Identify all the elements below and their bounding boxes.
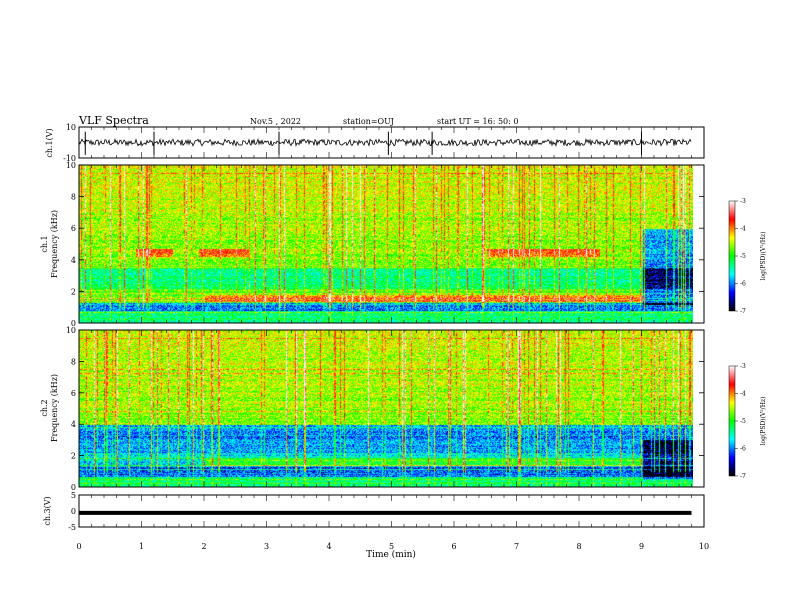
- ch3-ytick-top: 5: [71, 491, 76, 500]
- xtick-label: 3: [264, 542, 269, 551]
- ch2-colorbar-ticks: -3 -4 -5 -6 -7: [735, 363, 746, 480]
- ch1-waveform-line: [78, 137, 692, 148]
- time-axis-label: Time (min): [366, 549, 416, 560]
- ytick-label: 0: [71, 483, 76, 492]
- ch1-spectrogram-yticks: 0 2 4 6 8 10: [66, 161, 704, 328]
- ch1-ytick-bottom: -10: [63, 154, 76, 163]
- date-label: Nov.5 , 2022: [250, 117, 301, 126]
- xtick-label: 9: [639, 542, 644, 551]
- colorbar-tick-label: -4: [740, 226, 746, 233]
- ch1-waveform-ylabel: ch.1(V): [45, 128, 54, 157]
- ch2-spectrogram-heatmap: [79, 330, 693, 487]
- ch2-colorbar-label: log(PSD)(V²/Hz): [760, 397, 767, 446]
- ch1-frequency-label: Frequency (kHz): [50, 210, 59, 278]
- ch2-spectrogram-yticks: 0 2 4 6 8 10: [66, 326, 704, 492]
- xtick-label: 8: [576, 542, 581, 551]
- xtick-label: 2: [201, 542, 206, 551]
- xtick-label: 7: [514, 542, 519, 551]
- ch1-colorbar-ticks: -3 -4 -5 -6 -7: [735, 198, 746, 315]
- colorbar-tick-label: -7: [740, 473, 746, 480]
- station-label: station=OUJ: [343, 117, 394, 126]
- colorbar-tick-label: -5: [740, 253, 746, 260]
- ch1-colorbar-label: log(PSD)(V²/Hz): [760, 232, 767, 281]
- ch1-waveform-panel: 10 -10 ch.1(V): [45, 123, 705, 163]
- figure-title: VLF Spectra: [78, 114, 149, 127]
- xtick-label: 4: [326, 542, 331, 551]
- ch1-spectrogram-heatmap: [79, 165, 693, 323]
- xtick-label: 0: [76, 542, 81, 551]
- time-axis-ticks: 0 1 2 3 4 5 6 7 8 9 10: [76, 127, 709, 551]
- ch1-ytick-top: 10: [66, 123, 76, 132]
- colorbar-tick-label: -4: [740, 391, 746, 398]
- ch1-spectrogram-ylabel: ch.1: [40, 235, 49, 252]
- ch3-waveform-ylabel: ch.3(V): [43, 496, 52, 525]
- xtick-label: 6: [451, 542, 456, 551]
- ch3-waveform-panel: 5 0 -5 ch.3(V): [43, 491, 705, 532]
- start-ut-label: start UT = 16: 50: 0: [437, 117, 518, 126]
- ch2-spectrogram-ylabel: ch.2: [40, 399, 49, 416]
- ytick-label: 0: [71, 319, 76, 328]
- xtick-label: 1: [139, 542, 144, 551]
- ytick-label: 8: [71, 357, 76, 366]
- ch2-frequency-label: Frequency (kHz): [50, 374, 59, 442]
- colorbar-tick-label: -6: [740, 446, 746, 453]
- xtick-label: 10: [699, 542, 709, 551]
- ytick-label: 2: [71, 452, 76, 461]
- ch1-spikes: [84, 131, 642, 155]
- colorbar-tick-label: -6: [740, 281, 746, 288]
- ch3-ytick-middle: 0: [71, 507, 76, 516]
- ytick-label: 4: [71, 420, 76, 429]
- ytick-label: 8: [71, 193, 76, 202]
- ytick-label: 10: [66, 161, 76, 170]
- colorbar-tick-label: -3: [740, 198, 746, 205]
- colorbar-tick-label: -5: [740, 418, 746, 425]
- ytick-label: 6: [71, 389, 76, 398]
- ytick-label: 4: [71, 256, 76, 265]
- ch3-ytick-bottom: -5: [68, 523, 76, 532]
- ytick-label: 2: [71, 287, 76, 296]
- ch1-colorbar: [728, 200, 736, 312]
- xtick-label: 5: [389, 542, 394, 551]
- ch2-colorbar: [728, 365, 736, 477]
- colorbar-tick-label: -7: [740, 308, 746, 315]
- colorbar-tick-label: -3: [740, 363, 746, 370]
- ytick-label: 6: [71, 224, 76, 233]
- ytick-label: 10: [66, 326, 76, 335]
